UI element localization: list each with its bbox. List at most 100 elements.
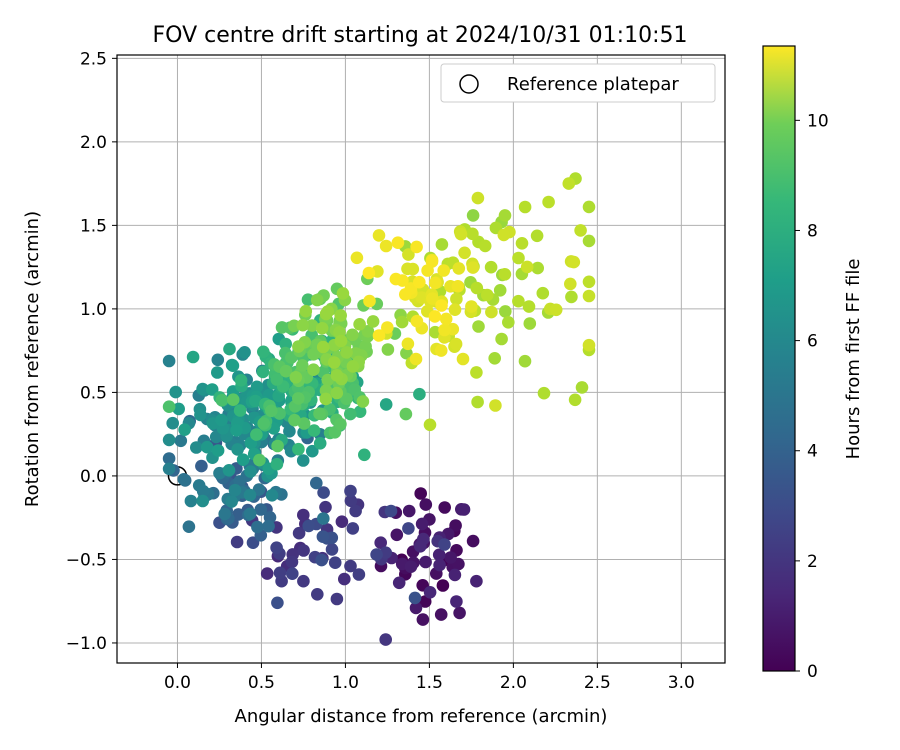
- data-point: [370, 548, 383, 561]
- data-point: [279, 337, 293, 351]
- data-point: [196, 494, 209, 508]
- y-axis-label: Rotation from reference (arcmin): [22, 211, 43, 507]
- data-point: [466, 261, 480, 274]
- data-point: [310, 293, 324, 307]
- data-point: [399, 407, 413, 421]
- data-point: [162, 354, 176, 368]
- data-point: [582, 338, 596, 352]
- data-point: [384, 504, 398, 518]
- data-point: [562, 177, 576, 190]
- data-point: [218, 507, 231, 521]
- data-point: [166, 416, 179, 430]
- data-point: [306, 444, 319, 458]
- data-point: [432, 548, 446, 562]
- data-point: [480, 288, 494, 302]
- data-point: [344, 494, 358, 508]
- data-point: [283, 425, 296, 438]
- data-point: [289, 371, 303, 384]
- data-point: [205, 383, 219, 396]
- data-point: [458, 246, 471, 260]
- data-point: [488, 352, 502, 365]
- data-point: [302, 519, 316, 533]
- data-point: [311, 588, 324, 601]
- data-point: [374, 536, 388, 549]
- data-point: [317, 486, 330, 499]
- data-point: [518, 200, 532, 214]
- data-point: [257, 417, 271, 430]
- data-point: [493, 284, 507, 297]
- x-tick-label: 3.0: [668, 673, 695, 693]
- colorbar-tick-label: 6: [807, 332, 818, 352]
- data-point: [350, 251, 364, 265]
- data-point: [426, 292, 439, 305]
- data-point: [438, 538, 451, 551]
- data-point: [549, 303, 563, 317]
- data-point: [536, 286, 550, 300]
- data-point: [286, 567, 299, 580]
- data-point: [366, 315, 380, 328]
- data-point: [381, 343, 395, 356]
- x-tick-label: 0.5: [248, 673, 275, 693]
- data-point: [575, 381, 589, 394]
- data-point: [297, 544, 310, 557]
- y-tick-label: 1.5: [80, 216, 107, 236]
- data-point: [330, 592, 344, 606]
- data-point: [402, 248, 415, 261]
- data-point: [233, 404, 247, 417]
- data-point: [273, 566, 287, 580]
- data-point: [315, 553, 328, 567]
- data-point: [470, 574, 483, 588]
- data-point: [344, 407, 357, 421]
- data-point: [177, 473, 191, 486]
- data-point: [444, 551, 457, 564]
- data-point: [471, 191, 485, 205]
- data-point: [582, 234, 596, 248]
- data-point: [223, 342, 236, 356]
- data-point: [297, 574, 310, 588]
- colorbar-label: Hours from first FF file: [843, 259, 864, 460]
- data-point: [249, 394, 262, 408]
- data-point: [196, 382, 209, 396]
- data-point: [379, 398, 393, 411]
- data-point: [457, 503, 471, 516]
- data-point: [423, 586, 437, 599]
- data-point: [439, 312, 453, 326]
- data-point: [450, 292, 463, 306]
- data-point: [182, 520, 196, 533]
- data-point: [270, 541, 283, 554]
- data-point: [215, 413, 228, 427]
- data-point: [334, 334, 348, 348]
- data-point: [402, 504, 416, 518]
- colorbar-tick-label: 2: [807, 552, 818, 572]
- data-point: [336, 287, 350, 300]
- data-point: [358, 448, 371, 462]
- data-point: [356, 395, 370, 408]
- data-point: [236, 453, 250, 467]
- data-point: [178, 423, 191, 437]
- data-point: [478, 239, 492, 253]
- data-point: [307, 348, 320, 361]
- data-point: [379, 633, 393, 646]
- data-point: [456, 352, 470, 366]
- x-tick-label: 2.5: [584, 673, 611, 693]
- data-point: [465, 300, 478, 313]
- data-point: [346, 328, 359, 342]
- x-tick-label: 1.5: [416, 673, 443, 693]
- data-point: [230, 424, 243, 437]
- data-point: [402, 522, 415, 535]
- data-point: [502, 316, 515, 329]
- data-point: [512, 294, 525, 308]
- data-point: [436, 579, 450, 592]
- data-point: [484, 260, 498, 274]
- data-point: [292, 442, 305, 456]
- data-point: [254, 503, 268, 516]
- data-point: [406, 262, 420, 276]
- colorbar-tick-label: 10: [807, 111, 829, 131]
- data-point: [213, 466, 226, 480]
- data-point: [428, 310, 442, 323]
- data-point: [292, 340, 305, 353]
- data-point: [410, 314, 424, 328]
- data-point: [307, 424, 321, 437]
- colorbar-tick-label: 4: [807, 442, 818, 462]
- data-point: [271, 439, 284, 453]
